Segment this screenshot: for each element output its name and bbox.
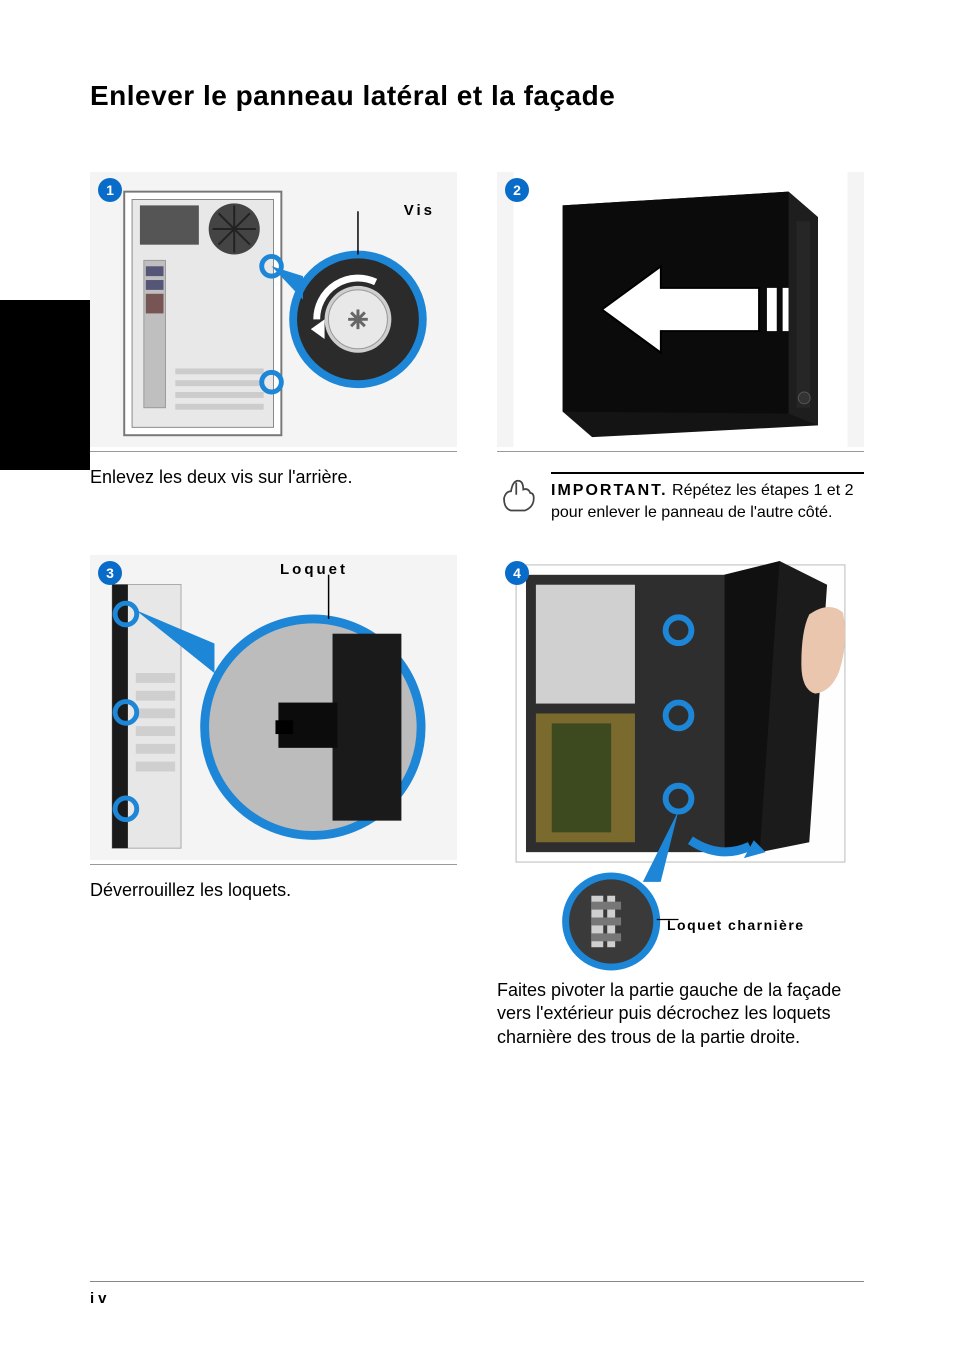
step-3: 3 Loquet [90, 555, 457, 1049]
step-4-figure: 4 Loquet charnière [497, 555, 864, 975]
step-3-figure: 3 Loquet [90, 555, 457, 865]
step-2-note: IMPORTANT. Répétez les étapes 1 et 2 pou… [497, 472, 864, 525]
row-1: 1 Vis [90, 172, 864, 525]
step-1-callout-label: Vis [404, 202, 435, 219]
step-3-badge: 3 [98, 561, 122, 585]
step-4-badge: 4 [505, 561, 529, 585]
step-2-figure: 2 [497, 172, 864, 452]
step-3-illustration [90, 555, 457, 860]
step-1-badge: 1 [98, 178, 122, 202]
step-1-caption: Enlevez les deux vis sur l'arrière. [90, 466, 457, 489]
note-bold: IMPORTANT. [551, 482, 668, 499]
step-3-caption: Déverrouillez les loquets. [90, 879, 457, 902]
step-3-callout-label: Loquet [280, 561, 348, 578]
page-title: Enlever le panneau latéral et la façade [90, 80, 864, 112]
step-4-caption: Faites pivoter la partie gauche de la fa… [497, 979, 864, 1049]
note-hand-icon [497, 472, 539, 525]
page-footer: iv [90, 1281, 864, 1307]
step-1-illustration [90, 172, 457, 447]
thumb-tab [0, 300, 90, 470]
step-1: 1 Vis [90, 172, 457, 525]
step-2-illustration [497, 172, 864, 447]
step-4: 4 Loquet charnière [497, 555, 864, 1049]
step-1-figure: 1 Vis [90, 172, 457, 452]
step-4-callout-label: Loquet charnière [667, 917, 805, 933]
step-4-illustration [497, 555, 864, 971]
page-number: iv [90, 1290, 111, 1307]
row-2: 3 Loquet [90, 555, 864, 1049]
step-2-note-text: IMPORTANT. Répétez les étapes 1 et 2 pou… [551, 472, 864, 525]
page: Enlever le panneau latéral et la façade … [0, 0, 954, 1351]
step-2: 2 [497, 172, 864, 525]
step-2-badge: 2 [505, 178, 529, 202]
